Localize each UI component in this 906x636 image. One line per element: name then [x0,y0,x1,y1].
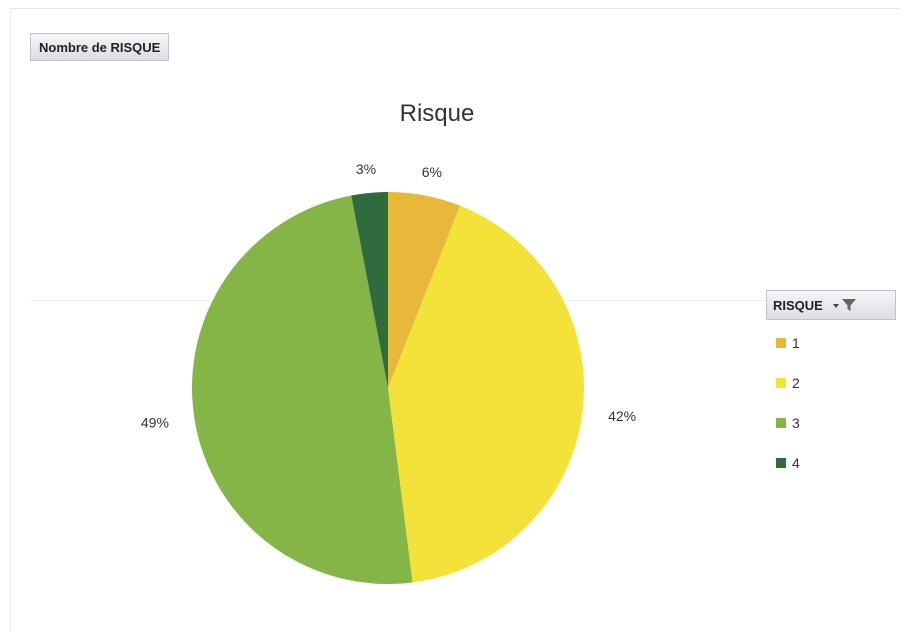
legend: 1 2 3 4 [776,330,800,490]
legend-item-3: 3 [776,410,800,436]
legend-label-2: 2 [792,375,800,391]
legend-header-label: RISQUE [773,297,823,313]
filter-dropdown-icon[interactable] [831,297,857,313]
field-button-nombre-de-risque[interactable]: Nombre de RISQUE [30,33,170,61]
legend-label-3: 3 [792,415,800,431]
legend-item-1: 1 [776,330,800,356]
pie-slice-label-2: 42% [608,408,636,424]
legend-swatch-3 [776,418,786,428]
pie-slice-label-4: 3% [356,161,376,177]
legend-swatch-4 [776,458,786,468]
chart-area [10,8,900,630]
pie-slice-3 [192,195,413,584]
pie-slice-label-1: 6% [422,164,442,180]
pie-slice-label-3: 49% [141,415,169,431]
legend-item-2: 2 [776,370,800,396]
dropdown-arrow-icon [832,304,839,308]
pie-slice-4 [351,192,388,388]
legend-item-4: 4 [776,450,800,476]
pie-slice-1 [388,192,461,388]
legend-field-button-risque[interactable]: RISQUE [766,290,896,320]
legend-swatch-1 [776,338,786,348]
chart-title: Risque [0,100,890,128]
legend-label-4: 4 [792,455,800,471]
chart-title-text: Risque [399,100,475,127]
legend-swatch-2 [776,378,786,388]
pie-slice-2 [388,205,584,583]
filter-funnel-icon [841,299,856,311]
legend-label-1: 1 [792,335,800,351]
